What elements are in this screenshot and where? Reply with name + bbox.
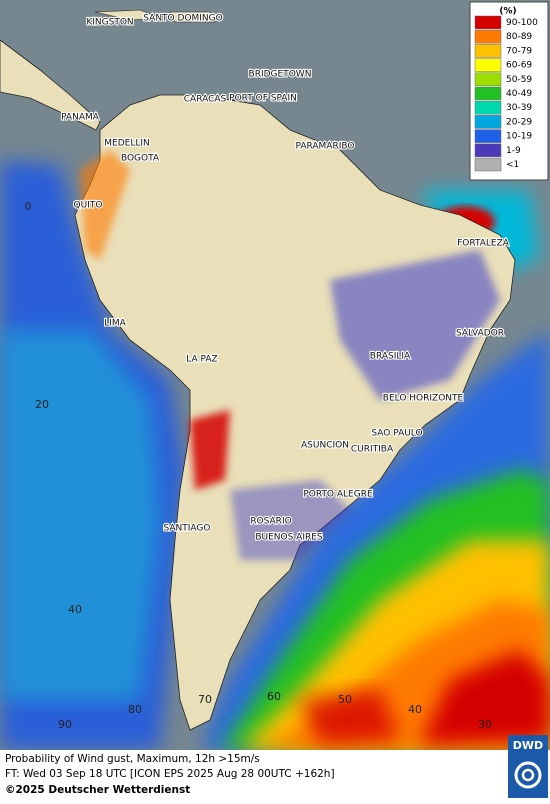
city-label: MEDELLIN <box>104 139 149 149</box>
legend-swatch <box>474 86 502 101</box>
legend-label: 40-49 <box>506 89 532 99</box>
legend-label: 70-79 <box>506 46 532 56</box>
grid-label: 30 <box>478 718 492 731</box>
legend-label: 60-69 <box>506 61 532 71</box>
grid-label: 70 <box>198 693 212 706</box>
grid-label: 60 <box>267 690 281 703</box>
footer <box>0 750 550 800</box>
legend-swatch <box>474 44 502 58</box>
land-probability <box>80 150 500 560</box>
probability-field <box>0 160 550 750</box>
legend-label: 80-89 <box>506 32 532 42</box>
legend-label: 10-19 <box>506 132 532 142</box>
city-label: BOGOTA <box>121 154 160 164</box>
grid-label: 40 <box>68 603 82 616</box>
legend-swatch <box>474 100 502 115</box>
logo-icon <box>514 761 542 789</box>
grid-labels: 0 20 40 60 50 40 30 70 80 90 <box>25 200 493 731</box>
legend-swatch <box>474 15 502 30</box>
legend-swatch <box>474 58 502 72</box>
legend: (%) 90-100 80-89 70-79 60-69 50-59 40-49 30-39… <box>469 1 549 181</box>
grid-label: 40 <box>408 703 422 716</box>
legend-swatch <box>474 72 502 87</box>
legend-label: 90-100 <box>506 18 538 28</box>
city-label: PORT OF SPAIN <box>229 94 297 104</box>
legend-swatch <box>474 115 502 129</box>
city-label: SAO PAULO <box>371 429 422 439</box>
city-label: KINGSTON <box>86 18 133 28</box>
legend-swatch <box>474 157 502 172</box>
legend-swatch <box>474 29 502 44</box>
footer-line: ©2025 Deutscher Wetterdienst <box>5 784 190 796</box>
city-label: BELO HORIZONTE <box>383 394 464 404</box>
legend-swatch <box>474 129 502 143</box>
legend-title: (%) <box>499 7 516 17</box>
city-label: ROSARIO <box>250 517 291 527</box>
city-label: LIMA <box>104 319 126 329</box>
legend-label: 50-59 <box>506 75 532 85</box>
city-label: FORTALEZA <box>457 239 510 249</box>
footer-line: FT: Wed 03 Sep 18 UTC [ICON EPS 2025 Aug… <box>5 768 335 780</box>
city-label: PARAMARIBO <box>296 142 355 152</box>
logo-icon <box>521 768 535 782</box>
grid-label: 80 <box>128 703 142 716</box>
city-label: LA PAZ <box>186 355 217 365</box>
city-label: SANTIAGO <box>164 524 211 534</box>
city-label: BUENOS AIRES <box>255 533 323 543</box>
city-label: SANTO DOMINGO <box>143 14 222 24</box>
city-label: QUITO <box>74 201 103 211</box>
city-label: PORTO ALEGRE <box>303 490 373 500</box>
grid-label: 90 <box>58 718 72 731</box>
city-labels: KINGSTON SANTO DOMINGO BRIDGETOWN CARACA… <box>60 12 511 543</box>
legend-label: 30-39 <box>506 103 532 113</box>
city-label: CARACAS <box>184 95 227 105</box>
city-label: ASUNCION <box>301 441 349 451</box>
grid-label: 50 <box>338 693 352 706</box>
city-label: BRASILIA <box>370 352 411 362</box>
city-label: BRIDGETOWN <box>249 70 312 80</box>
legend-swatch <box>474 143 502 158</box>
city-label: PANAMA <box>61 113 100 123</box>
legend-label: 1-9 <box>506 146 521 156</box>
logo-text: DWD <box>513 739 543 752</box>
footer-line: Probability of Wind gust, Maximum, 12h >… <box>5 753 260 765</box>
city-label: SALVADOR <box>456 329 504 339</box>
legend-label: <1 <box>506 160 519 170</box>
grid-label: 20 <box>35 398 49 411</box>
land-caribbean <box>94 9 216 23</box>
legend-label: 20-29 <box>506 117 532 127</box>
land-central-america <box>0 39 101 131</box>
city-label: CURITIBA <box>351 445 394 455</box>
grid-label: 0 <box>25 200 32 213</box>
